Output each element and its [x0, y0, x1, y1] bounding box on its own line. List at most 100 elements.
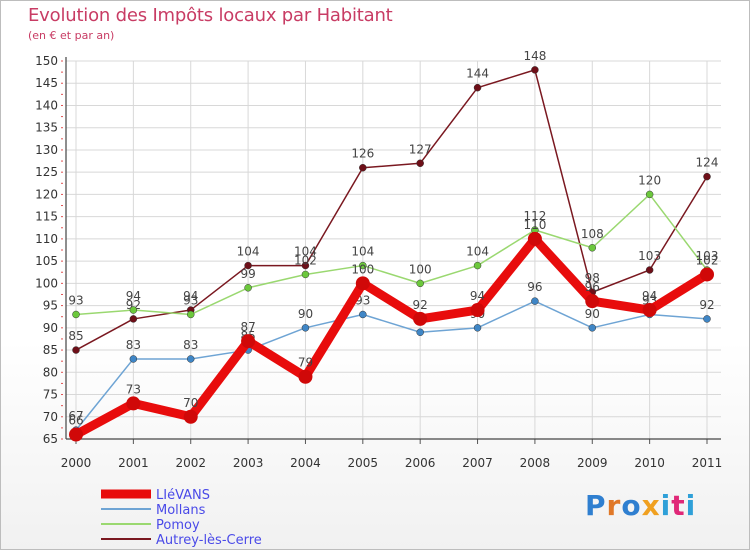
x-tick-label: 2001	[118, 456, 149, 470]
series-line	[71, 234, 712, 440]
data-point	[585, 294, 600, 309]
data-point	[531, 66, 539, 74]
x-tick-label: 2008	[520, 456, 551, 470]
data-label: 148	[523, 49, 546, 63]
data-label: 94	[126, 289, 141, 303]
x-tick-label: 2009	[577, 456, 608, 470]
data-point	[527, 231, 542, 246]
legend-label: Autrey-lès-Cerre	[156, 533, 262, 548]
data-label: 92	[126, 298, 141, 312]
data-label: 73	[126, 382, 141, 396]
data-point	[359, 310, 367, 319]
x-tick-label: 2007	[462, 456, 493, 470]
y-tick-label: 70	[43, 410, 58, 424]
data-point	[241, 334, 256, 349]
data-point	[470, 303, 485, 318]
y-tick-label: 105	[35, 254, 58, 268]
y-tick-label: 140	[35, 98, 58, 112]
y-tick-label: 135	[35, 121, 58, 135]
data-point	[473, 83, 482, 92]
data-point	[359, 163, 367, 172]
data-label: 120	[638, 173, 661, 187]
data-label: 94	[183, 289, 198, 303]
y-tick-label: 145	[35, 76, 58, 90]
data-label: 102	[294, 253, 317, 267]
data-label: 104	[466, 245, 489, 259]
data-point	[703, 172, 711, 181]
data-point	[359, 261, 367, 270]
data-label: 70	[183, 396, 198, 410]
data-label: 94	[642, 289, 657, 303]
data-label: 87	[240, 320, 255, 334]
data-label: 96	[527, 280, 542, 294]
series-line	[75, 193, 708, 316]
data-point	[298, 369, 313, 384]
data-label: 108	[581, 227, 604, 241]
data-point	[416, 279, 424, 288]
y-tick-label: 65	[43, 432, 58, 446]
chart-subtitle: (en € et par an)	[28, 29, 115, 42]
y-tick-label: 75	[43, 388, 58, 402]
data-label: 102	[696, 253, 719, 267]
x-tick-label: 2004	[290, 456, 321, 470]
y-tick-label: 85	[43, 343, 58, 357]
data-point	[645, 266, 654, 274]
data-point	[588, 244, 597, 252]
data-label: 100	[351, 262, 374, 276]
data-point	[416, 159, 424, 168]
data-label: 67	[68, 409, 83, 423]
data-point	[355, 276, 370, 291]
data-point	[183, 409, 198, 424]
series-line	[75, 69, 708, 351]
y-tick-label: 115	[35, 210, 58, 224]
y-tick-label: 125	[35, 165, 58, 179]
data-point	[72, 310, 80, 319]
data-point	[129, 355, 138, 363]
data-point	[126, 396, 141, 411]
data-label: 96	[585, 280, 600, 294]
data-point	[413, 311, 428, 326]
chart-title: Evolution des Impôts locaux par Habitant	[28, 5, 393, 26]
data-point	[531, 297, 539, 305]
data-label: 93	[68, 293, 83, 307]
proxiti-logo: Proxiti	[585, 489, 697, 522]
data-label: 144	[466, 67, 489, 81]
data-label: 99	[240, 267, 255, 281]
y-tick-label: 130	[35, 143, 58, 157]
data-point	[645, 190, 654, 199]
data-point	[301, 261, 310, 270]
data-label: 93	[183, 293, 198, 307]
data-label: 66	[68, 414, 83, 428]
data-point	[129, 306, 138, 314]
data-label: 126	[351, 147, 374, 161]
data-label: 90	[585, 307, 600, 321]
data-point	[416, 328, 424, 337]
data-point	[703, 315, 711, 323]
data-label: 92	[699, 298, 714, 312]
y-tick-label: 120	[35, 187, 58, 201]
y-tick-label: 100	[35, 276, 58, 290]
data-point	[301, 324, 310, 332]
data-label: 98	[585, 271, 600, 285]
data-point	[69, 427, 83, 442]
data-point	[301, 270, 310, 279]
data-label: 104	[294, 245, 317, 259]
y-tick-label: 95	[43, 299, 58, 313]
data-label: 103	[638, 249, 661, 263]
x-tick-label: 2006	[405, 456, 436, 470]
series-line	[75, 300, 708, 431]
data-point	[72, 346, 80, 354]
y-tick-label: 90	[43, 321, 58, 335]
data-point	[244, 284, 252, 292]
data-label: 100	[409, 262, 432, 276]
data-label: 127	[409, 142, 432, 156]
data-label: 83	[183, 338, 198, 352]
data-label: 104	[351, 245, 374, 259]
data-point	[588, 324, 597, 332]
legend-label: Mollans	[156, 503, 206, 518]
data-label: 83	[126, 338, 141, 352]
y-tick-label: 80	[43, 365, 58, 379]
data-point	[244, 261, 252, 270]
